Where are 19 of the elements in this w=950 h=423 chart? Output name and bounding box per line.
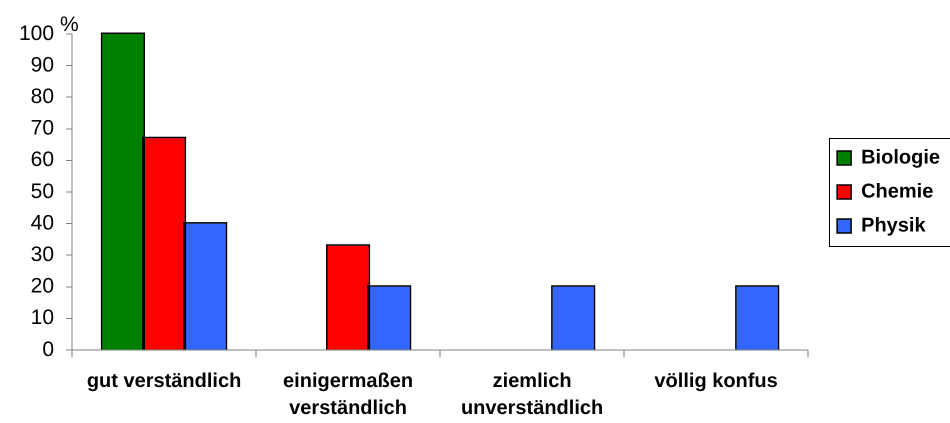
y-tick-label: 60 — [30, 148, 54, 172]
y-tick-label: 70 — [30, 116, 54, 140]
y-tick-label: 20 — [30, 274, 54, 298]
y-tick-label: 40 — [30, 211, 54, 234]
x-tick-label: einigermaßen verständlich — [283, 370, 414, 420]
y-tick-label: 0 — [42, 338, 54, 361]
y-tick-label: 100 — [18, 22, 54, 45]
legend-label: Biologie — [861, 146, 940, 169]
x-tick-label: völlig konfus — [654, 370, 778, 392]
y-tick-label: 10 — [30, 306, 54, 330]
legend-label: Chemie — [861, 180, 934, 203]
y-tick-label: 90 — [30, 53, 54, 76]
legend-label: Physik — [861, 214, 926, 237]
x-tick-label: ziemlich unverständlich — [460, 370, 604, 420]
y-tick-label: 30 — [30, 242, 54, 266]
y-tick-label: 80 — [30, 84, 54, 108]
y-axis-title: % — [60, 13, 79, 36]
x-tick-label: gut verständlich — [86, 370, 242, 392]
y-tick-label: 50 — [30, 180, 54, 203]
